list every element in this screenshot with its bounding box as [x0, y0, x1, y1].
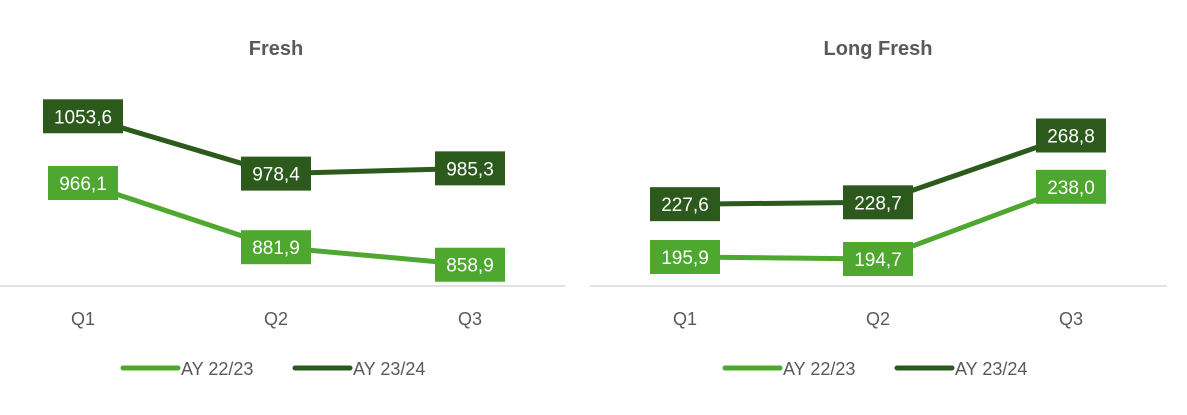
data-label: 238,0 [1047, 178, 1095, 199]
data-label-box [1036, 118, 1106, 153]
data-label-box [43, 99, 123, 134]
data-label: 1053,6 [54, 107, 112, 128]
legend-label: AY 23/24 [353, 359, 425, 379]
data-label-box [1036, 169, 1106, 204]
data-label-box [435, 151, 505, 186]
x-tick-label: Q1 [673, 309, 697, 329]
legend-label: AY 22/23 [181, 359, 253, 379]
legend-label: AY 22/23 [783, 359, 855, 379]
data-label: 966,1 [59, 174, 107, 195]
legend-label: AY 23/24 [955, 359, 1027, 379]
data-label: 195,9 [661, 248, 709, 269]
data-label-box [650, 187, 720, 222]
chart-panel-0: Fresh Q1 Q2 Q3 966,1 881,9 858,9 1053,6 978,4 985… [0, 38, 565, 379]
chart-title: Long Fresh [824, 38, 933, 60]
x-tick-label: Q3 [1059, 309, 1083, 329]
data-label: 858,9 [446, 256, 494, 277]
data-label: 227,6 [661, 195, 709, 216]
data-label: 881,9 [252, 238, 300, 259]
x-tick-label: Q2 [866, 309, 890, 329]
data-label-box [241, 230, 311, 265]
data-label-box [48, 166, 118, 200]
data-label: 194,7 [854, 250, 902, 271]
data-label-box [650, 240, 720, 274]
data-label: 228,7 [854, 193, 902, 214]
data-label-box [843, 242, 913, 277]
data-label-box [435, 247, 505, 282]
chart-title: Fresh [249, 38, 303, 60]
data-label: 985,3 [446, 159, 494, 180]
x-tick-label: Q2 [264, 309, 288, 329]
data-label: 268,8 [1047, 126, 1095, 147]
chart-panel-1: Long Fresh Q1 Q2 Q3 195,9 194,7 238,0 227,6 228,… [590, 38, 1167, 379]
data-label-box [241, 156, 311, 191]
x-tick-label: Q3 [458, 309, 482, 329]
data-label: 978,4 [252, 165, 300, 186]
x-tick-label: Q1 [71, 309, 95, 329]
data-label-box [843, 185, 913, 220]
